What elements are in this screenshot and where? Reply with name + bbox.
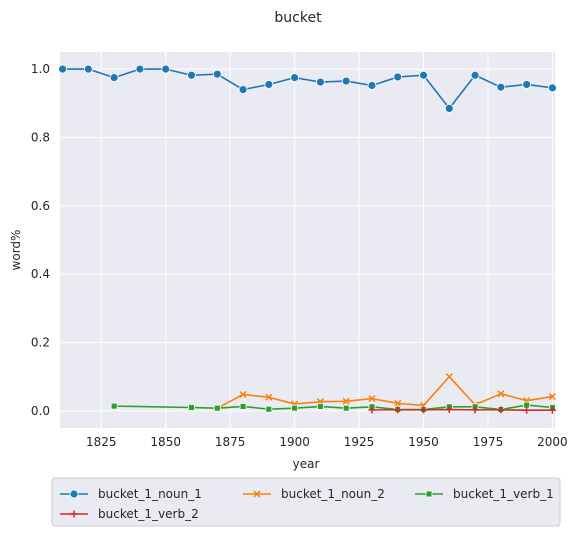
data-point xyxy=(445,406,453,414)
data-point xyxy=(393,72,403,82)
legend-marker xyxy=(70,510,78,518)
legend-item: bucket_1_verb_1 xyxy=(415,487,554,501)
y-tick-label: 0.2 xyxy=(31,336,50,350)
data-point xyxy=(135,64,145,74)
series-bucket_1_verb_2 xyxy=(368,406,556,414)
x-tick-label: 1925 xyxy=(344,435,375,449)
data-point xyxy=(264,80,274,89)
series-line xyxy=(216,375,553,409)
data-point xyxy=(342,397,350,405)
series-bucket_1_noun_1 xyxy=(58,64,557,113)
y-axis-label: word% xyxy=(9,230,23,271)
data-point xyxy=(548,393,556,401)
legend-item: bucket_1_noun_2 xyxy=(243,487,385,501)
data-point xyxy=(368,406,376,414)
data-point xyxy=(188,404,195,411)
legend-label: bucket_1_noun_2 xyxy=(281,487,385,501)
legend-marker xyxy=(425,490,433,498)
data-point xyxy=(497,390,505,398)
y-tick-label: 0.8 xyxy=(31,130,50,144)
data-point xyxy=(109,73,119,83)
data-point xyxy=(548,83,557,93)
data-point xyxy=(470,70,480,80)
data-point xyxy=(238,85,248,94)
data-point xyxy=(548,406,556,414)
data-point xyxy=(315,77,325,87)
y-tick-label: 0.0 xyxy=(31,404,50,418)
data-point xyxy=(419,70,428,80)
data-point xyxy=(394,399,402,407)
chart-title: bucket xyxy=(274,10,322,26)
legend-label: bucket_1_verb_1 xyxy=(453,487,554,501)
data-point xyxy=(471,406,479,414)
data-point xyxy=(523,406,531,414)
legend-item: bucket_1_noun_1 xyxy=(60,487,202,501)
x-tick-label: 2000 xyxy=(537,435,568,449)
x-tick-label: 1950 xyxy=(408,435,439,449)
legend-marker xyxy=(253,490,261,498)
data-point xyxy=(522,80,532,89)
plot-area: 1825 1850 1875 1900 1925 1950 1975 2000 0.0 0.2 0.… xyxy=(31,52,568,449)
data-point xyxy=(213,404,221,412)
data-point xyxy=(161,64,171,74)
data-point xyxy=(239,403,247,410)
data-point xyxy=(394,406,402,414)
x-axis-label: year xyxy=(293,457,320,471)
data-point xyxy=(368,395,376,403)
data-point xyxy=(110,402,118,410)
x-tick-label: 1850 xyxy=(150,435,181,449)
legend-label: bucket_1_noun_1 xyxy=(98,487,202,501)
data-point xyxy=(239,390,247,399)
legend-marker xyxy=(69,489,79,499)
data-point xyxy=(290,73,300,83)
data-point xyxy=(420,406,428,414)
data-point xyxy=(212,69,222,79)
y-tick-label: 1.0 xyxy=(31,62,50,76)
data-point xyxy=(497,406,505,414)
x-tick-label: 1975 xyxy=(473,435,504,449)
legend-item: bucket_1_verb_2 xyxy=(60,507,199,521)
data-point xyxy=(265,393,273,401)
y-tick-label: 0.4 xyxy=(31,267,50,281)
series-bucket_1_noun_2 xyxy=(213,373,556,412)
x-tick-label: 1875 xyxy=(215,435,246,449)
data-point xyxy=(444,104,454,113)
data-point xyxy=(187,70,196,80)
series-line xyxy=(371,408,553,412)
legend: bucket_1_noun_1 bucket_1_noun_2 bucket_1_v… xyxy=(51,477,561,527)
data-point xyxy=(445,373,453,381)
data-point xyxy=(265,405,273,413)
legend-box xyxy=(51,477,561,527)
data-point xyxy=(341,76,351,86)
data-point xyxy=(291,404,299,412)
x-tick-label: 1825 xyxy=(86,435,117,449)
plot-background xyxy=(60,52,555,428)
data-point xyxy=(496,82,506,92)
x-tick-label: 1900 xyxy=(279,435,310,449)
data-point xyxy=(367,81,377,90)
data-point xyxy=(83,64,93,74)
legend-label: bucket_1_verb_2 xyxy=(98,507,199,521)
data-point xyxy=(316,403,324,410)
data-point xyxy=(342,404,350,412)
data-point xyxy=(58,64,67,74)
y-tick-label: 0.6 xyxy=(31,199,50,213)
series-line xyxy=(114,404,553,411)
